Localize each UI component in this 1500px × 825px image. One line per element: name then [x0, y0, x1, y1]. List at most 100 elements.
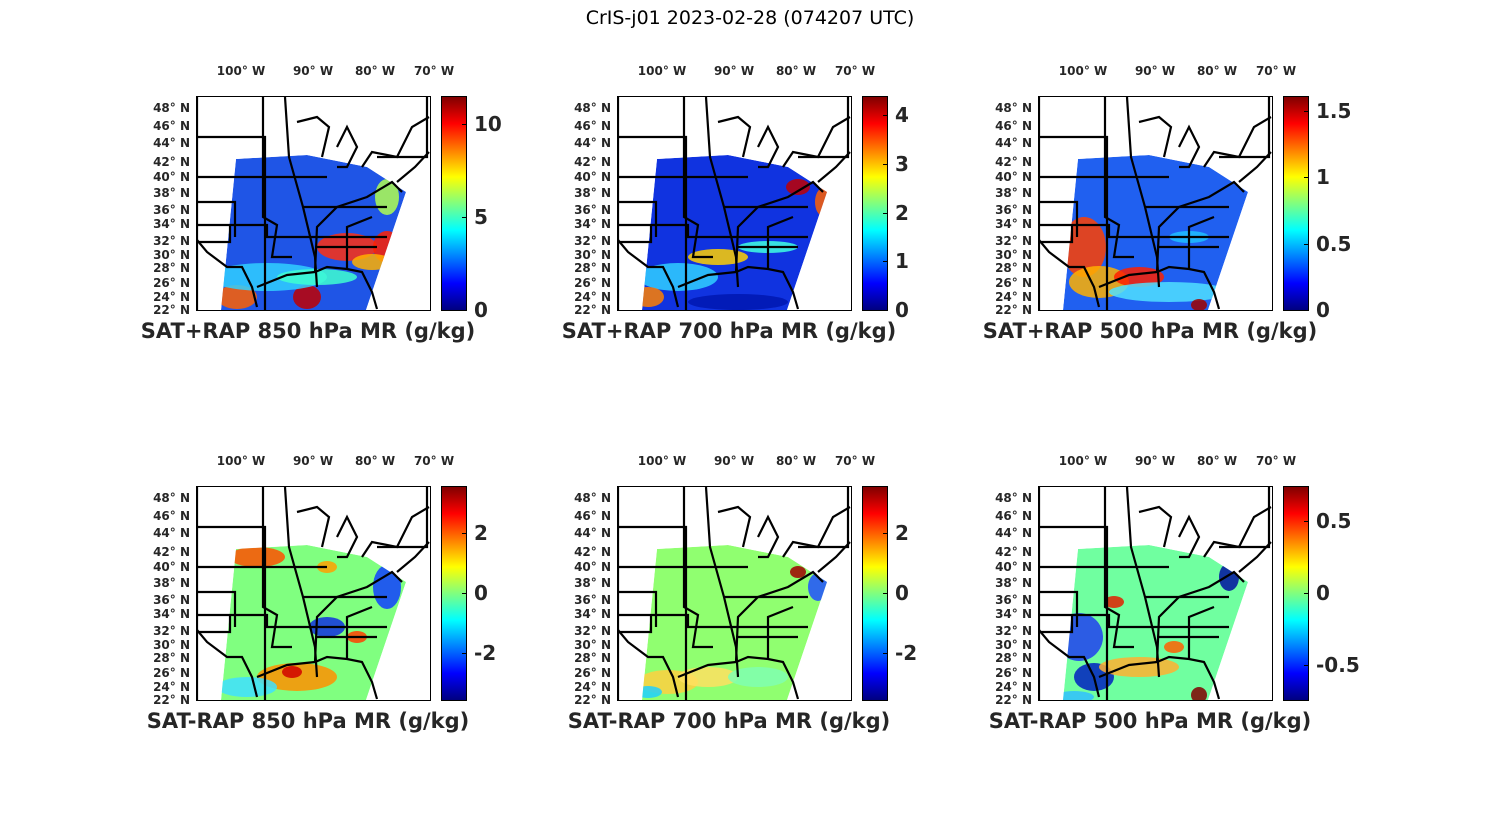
state-boundary: [1103, 97, 1134, 259]
latitude-tick-label: 44° N: [574, 136, 611, 150]
state-boundary: [1238, 151, 1272, 183]
state-boundary: [734, 570, 824, 663]
state-boundary: [817, 541, 851, 573]
state-boundary: [677, 265, 800, 310]
map-axes: [1038, 96, 1273, 311]
longitude-tick-label: 70° W: [413, 64, 455, 78]
longitude-tick-label: 80° W: [354, 454, 396, 468]
state-boundary: [1238, 541, 1272, 573]
colorbar-tick-label: 4: [895, 103, 909, 128]
map-plot: [1039, 487, 1272, 700]
latitude-tick-label: 48° N: [995, 101, 1032, 115]
moisture-anomaly-region: [352, 254, 392, 270]
colorbar-tick-label: 1: [1316, 165, 1330, 190]
latitude-tick-label: 40° N: [995, 170, 1032, 184]
latitude-tick-label: 40° N: [574, 560, 611, 574]
colorbar-tick-label: 2: [474, 520, 488, 545]
longitude-tick-label: 100° W: [1058, 454, 1108, 468]
latitude-tick-label: 36° N: [995, 203, 1032, 217]
state-boundary: [817, 151, 851, 183]
state-boundary: [618, 200, 658, 237]
moisture-anomaly-region: [1063, 613, 1103, 661]
latitude-tick-label: 36° N: [153, 593, 190, 607]
colorbar-tick-label: 3: [895, 152, 909, 177]
state-boundary: [1138, 115, 1173, 158]
state-boundary: [1138, 505, 1173, 548]
latitude-tick-label: 32° N: [995, 234, 1032, 248]
latitude-tick-label: 26° N: [574, 666, 611, 680]
colorbar-tick-mark: [462, 532, 466, 534]
latitude-tick-label: 24° N: [153, 680, 190, 694]
colorbar-tick-label: -2: [474, 641, 497, 666]
colorbar-tick-mark: [1304, 110, 1308, 112]
longitude-tick-label: 90° W: [292, 64, 334, 78]
colorbar-tick-label: 2: [895, 200, 909, 225]
state-boundary: [682, 487, 713, 649]
latitude-tick-label: 26° N: [153, 666, 190, 680]
longitude-tick-label: 90° W: [292, 454, 334, 468]
latitude-tick-label: 46° N: [995, 119, 1032, 133]
longitude-tick-label: 90° W: [1134, 454, 1176, 468]
longitude-tick-label: 70° W: [834, 454, 876, 468]
state-boundary: [618, 239, 680, 308]
latitude-tick-label: 24° N: [153, 290, 190, 304]
state-boundary: [1039, 135, 1109, 310]
state-boundary: [618, 590, 658, 627]
map-plot: [1039, 97, 1272, 310]
latitude-tick-label: 26° N: [153, 276, 190, 290]
latitude-tick-label: 40° N: [153, 170, 190, 184]
latitude-tick-label: 32° N: [153, 234, 190, 248]
colorbar-tick-mark: [883, 310, 887, 311]
latitude-tick-label: 22° N: [153, 693, 190, 707]
longitude-tick-label: 80° W: [775, 454, 817, 468]
colorbar-tick-mark: [883, 164, 887, 166]
colorbar-tick-label: 0: [474, 581, 488, 605]
state-boundary: [1039, 223, 1229, 239]
colorbar-tick-mark: [883, 532, 887, 534]
latitude-tick-label: 28° N: [574, 261, 611, 275]
latitude-tick-label: 24° N: [995, 290, 1032, 304]
colorbar-tick-label: 0: [474, 298, 488, 322]
latitude-tick-label: 42° N: [574, 155, 611, 169]
state-boundary: [1103, 487, 1134, 649]
state-boundary: [197, 613, 387, 629]
latitude-tick-label: 38° N: [574, 576, 611, 590]
colorbar-tick-mark: [462, 653, 466, 655]
state-boundary: [782, 116, 851, 168]
latitude-tick-label: 38° N: [153, 186, 190, 200]
latitude-tick-label: 22° N: [995, 693, 1032, 707]
latitude-tick-label: 24° N: [995, 680, 1032, 694]
state-boundary: [1039, 613, 1229, 629]
figure-title: CrIS-j01 2023-02-28 (074207 UTC): [585, 7, 915, 29]
latitude-tick-label: 24° N: [574, 290, 611, 304]
colorbar-tick-mark: [883, 261, 887, 263]
latitude-tick-label: 28° N: [995, 261, 1032, 275]
state-boundary: [396, 541, 430, 573]
latitude-tick-label: 24° N: [574, 680, 611, 694]
state-boundary: [618, 629, 680, 698]
state-boundary: [1039, 200, 1079, 237]
state-boundary: [1039, 239, 1101, 308]
latitude-tick-label: 42° N: [995, 155, 1032, 169]
latitude-tick-label: 30° N: [153, 248, 190, 262]
latitude-tick-label: 48° N: [153, 101, 190, 115]
moisture-anomaly-region: [642, 287, 664, 307]
moisture-anomaly-region: [815, 188, 827, 216]
latitude-tick-label: 44° N: [153, 136, 190, 150]
state-boundary: [757, 514, 780, 559]
latitude-tick-label: 36° N: [995, 593, 1032, 607]
moisture-anomaly-region: [688, 249, 748, 265]
state-boundary: [734, 180, 824, 273]
longitude-tick-label: 80° W: [1196, 454, 1238, 468]
state-boundary: [197, 223, 387, 239]
map-plot: [197, 97, 430, 310]
latitude-tick-label: 26° N: [995, 666, 1032, 680]
colorbar-tick-mark: [1304, 520, 1308, 522]
state-boundary: [197, 525, 267, 700]
longitude-tick-label: 80° W: [354, 64, 396, 78]
latitude-tick-label: 32° N: [574, 234, 611, 248]
moisture-anomaly-region: [642, 686, 662, 698]
latitude-tick-label: 38° N: [153, 576, 190, 590]
state-boundary: [261, 487, 292, 649]
state-boundary: [766, 605, 794, 659]
